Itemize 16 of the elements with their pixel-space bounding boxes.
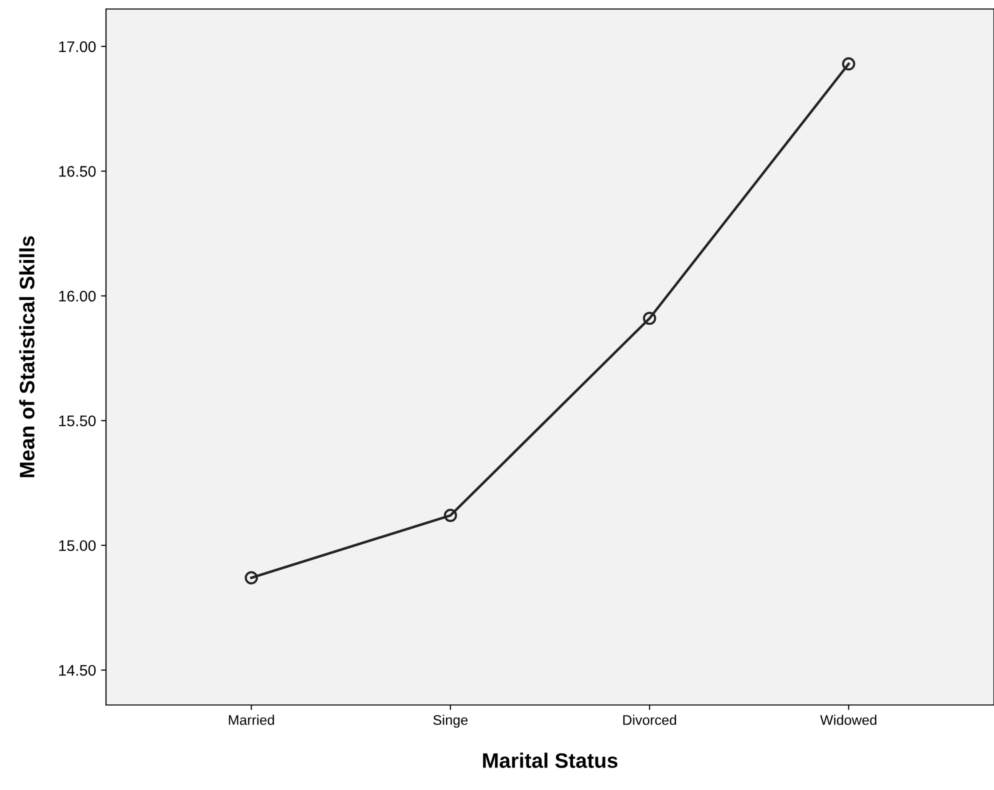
point: [444, 508, 458, 522]
point: [842, 57, 856, 70]
x-tick-label: Married: [228, 714, 274, 725]
y-tick-label: 14.50: [59, 664, 96, 676]
point: [244, 571, 258, 584]
x-tick-label: Singe: [433, 714, 468, 728]
x-tick-label: Divorced: [623, 714, 676, 725]
point: [642, 312, 656, 325]
y-tick-label: 15.00: [59, 540, 96, 552]
x-tick-label: Widowed: [820, 714, 876, 725]
y-tick-label: 15.50: [59, 415, 96, 426]
y-tick-label: 17.00: [59, 41, 96, 52]
y-axis-title: Mean of Statistical Skills: [19, 236, 34, 478]
y-tick-label: 16.50: [59, 166, 96, 177]
x-axis-title: Marital Status: [483, 752, 618, 768]
y-tick-label: 16.00: [59, 290, 96, 302]
